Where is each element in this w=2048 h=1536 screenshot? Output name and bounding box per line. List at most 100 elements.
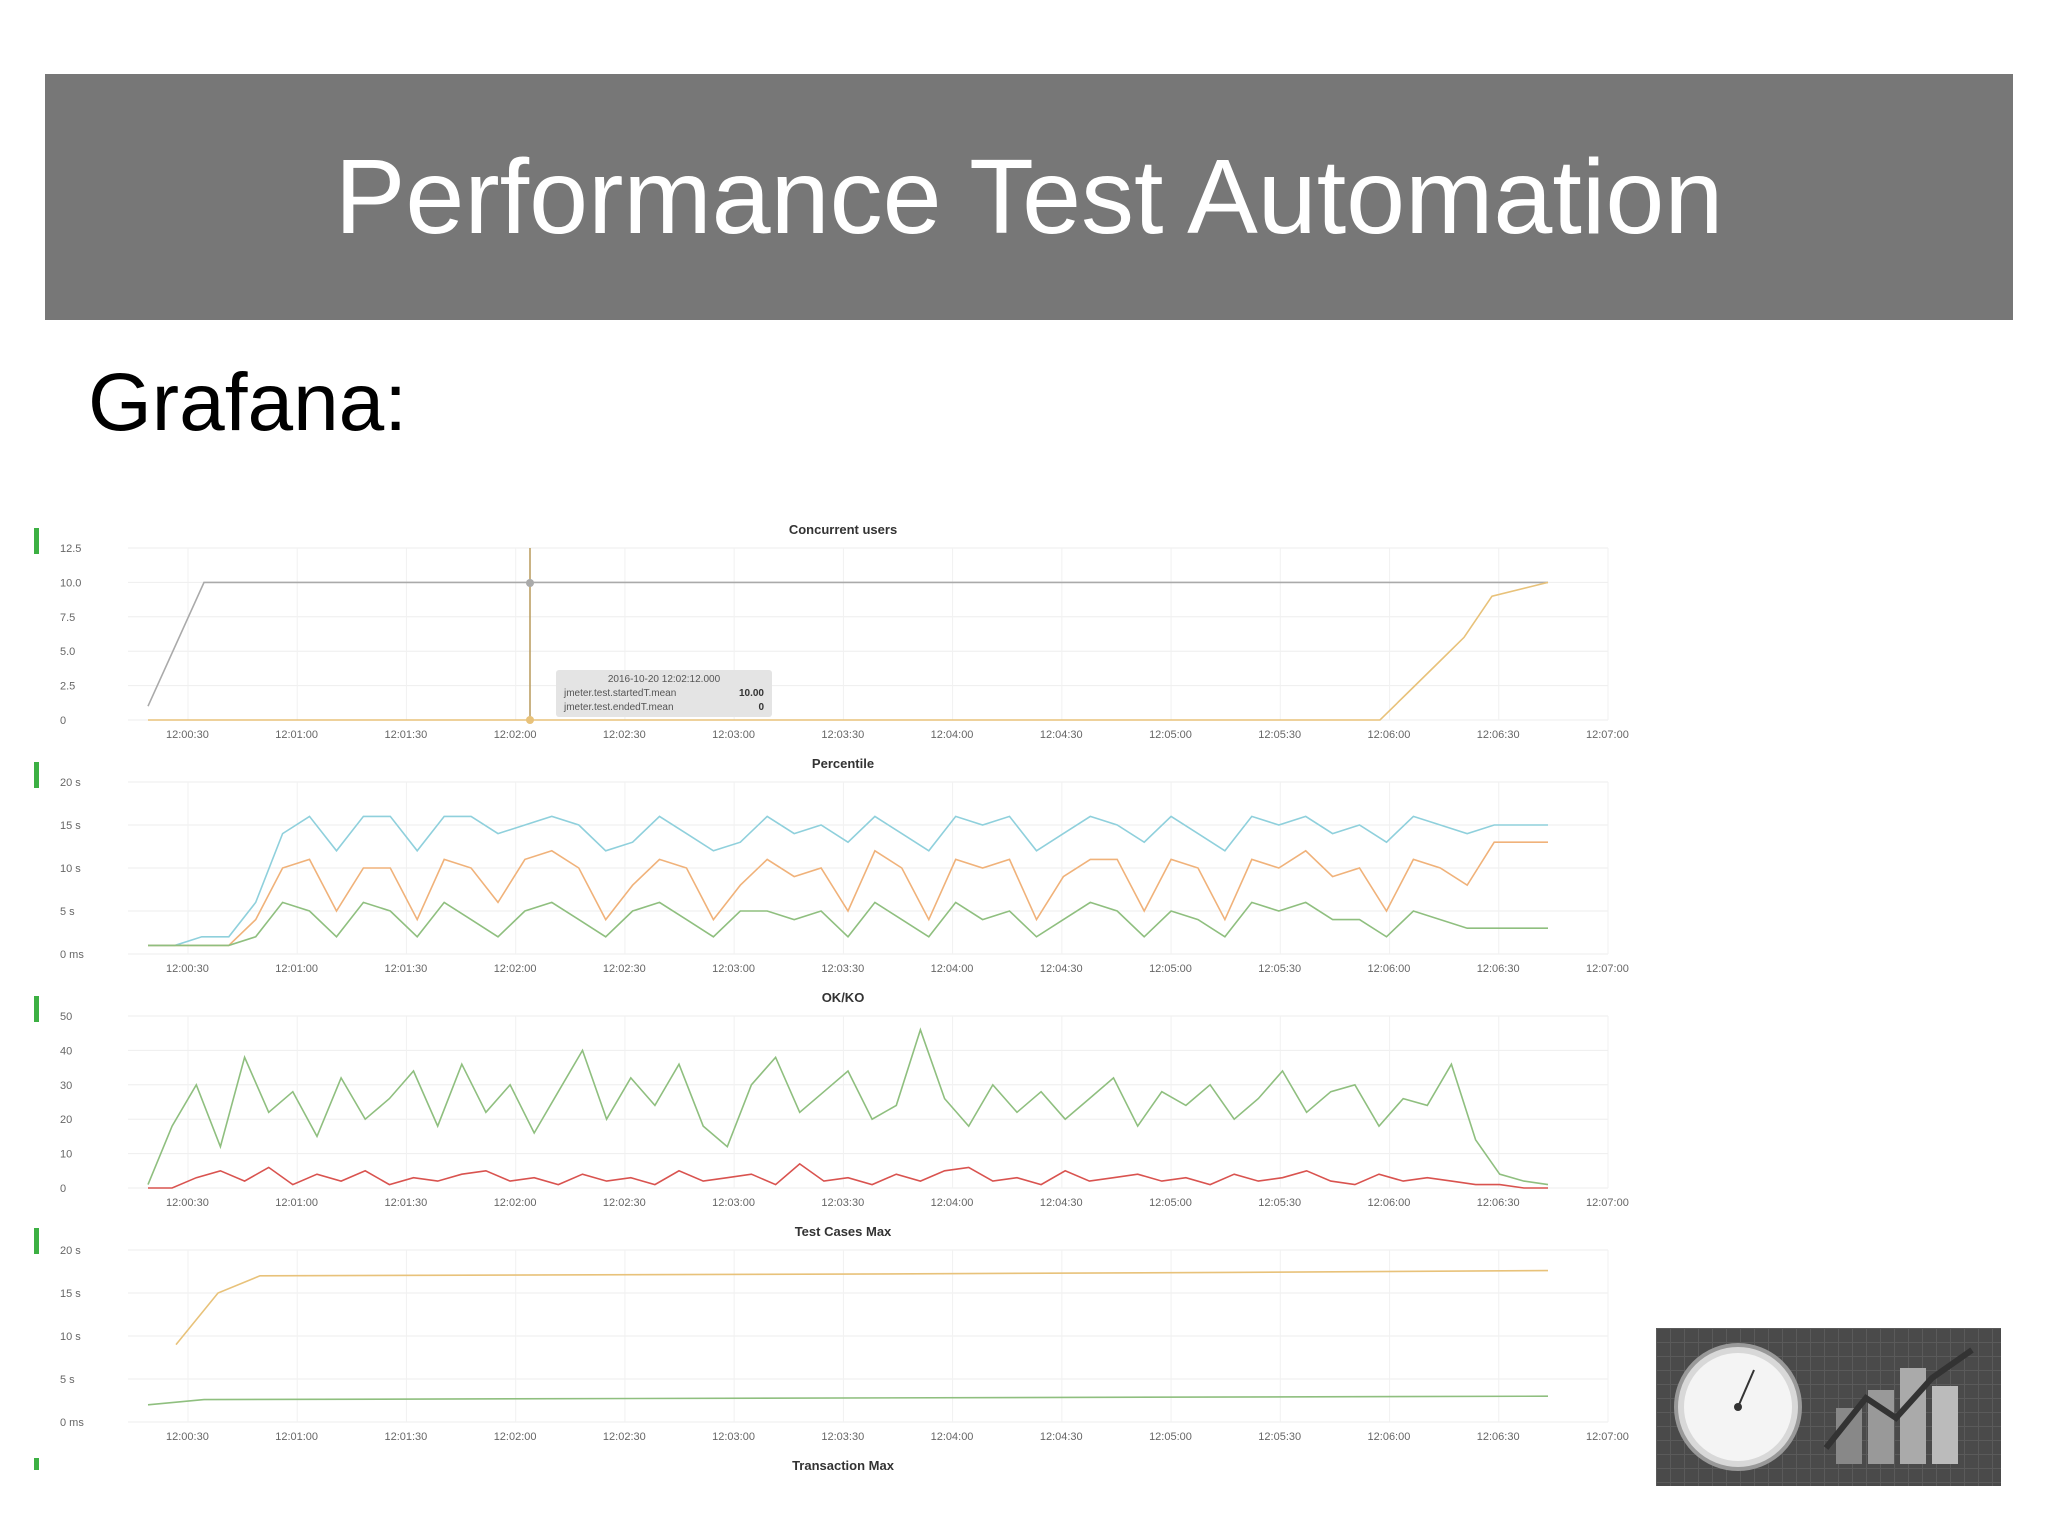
y-tick-label: 0 ms [60, 1417, 84, 1429]
y-tick-label: 10 s [60, 1331, 81, 1343]
x-tick-label: 12:05:30 [1258, 1431, 1301, 1443]
series-line [147, 581, 1548, 707]
tooltip-row: jmeter.test.startedT.mean 10.00 [564, 688, 764, 699]
tooltip-value: 10.00 [738, 688, 764, 699]
x-tick-label: 12:01:00 [275, 963, 318, 975]
x-tick-label: 12:06:00 [1368, 1431, 1411, 1443]
y-tick-label: 5 s [60, 1374, 75, 1386]
y-tick-label: 2.5 [60, 681, 75, 693]
y-tick-label: 50 [60, 1011, 72, 1023]
x-tick-label: 12:04:30 [1040, 729, 1083, 741]
x-tick-label: 12:01:30 [384, 963, 427, 975]
green-marker [34, 1458, 39, 1470]
x-tick-label: 12:06:00 [1368, 729, 1411, 741]
x-tick-label: 12:07:00 [1586, 1431, 1629, 1443]
x-tick-label: 12:03:30 [821, 1197, 864, 1209]
y-tick-label: 40 [60, 1045, 72, 1057]
x-tick-label: 12:05:30 [1258, 963, 1301, 975]
series-line [148, 581, 1549, 721]
panel-title: Test Cases Max [794, 1224, 892, 1239]
panel-transaction-max: Transaction Max [48, 1454, 1638, 1514]
performance-logo [1656, 1328, 2001, 1486]
y-tick-label: 0 ms [60, 949, 84, 961]
x-tick-label: 12:01:00 [275, 729, 318, 741]
y-tick-label: 10.0 [60, 577, 81, 589]
x-tick-label: 12:02:30 [603, 963, 646, 975]
y-tick-label: 20 s [60, 1245, 81, 1257]
series-line [147, 1395, 1549, 1406]
x-tick-label: 12:07:00 [1586, 1197, 1629, 1209]
x-tick-label: 12:02:00 [494, 963, 537, 975]
green-marker [34, 762, 39, 788]
y-tick-label: 15 s [60, 1288, 81, 1300]
panel-title: Concurrent users [788, 522, 898, 537]
x-tick-label: 12:00:30 [166, 1197, 209, 1209]
gauge-and-chart-icon [1674, 1343, 1974, 1471]
x-tick-label: 12:04:00 [931, 1197, 974, 1209]
x-tick-label: 12:03:00 [712, 1197, 755, 1209]
x-tick-label: 12:03:00 [712, 1431, 755, 1443]
y-tick-label: 30 [60, 1080, 72, 1092]
x-tick-label: 12:03:00 [712, 963, 755, 975]
y-tick-label: 0 [60, 715, 66, 727]
y-tick-label: 5 s [60, 906, 75, 918]
x-tick-label: 12:00:30 [166, 963, 209, 975]
x-tick-label: 12:01:00 [275, 1431, 318, 1443]
panel-title: Percentile [811, 756, 875, 771]
green-marker [34, 1228, 39, 1254]
percentile-chart: 20 s 15 s 10 s 5 s 0 ms 12:00:30 12:01:00 12:01… [60, 777, 1629, 975]
panel-title: OK/KO [821, 990, 865, 1005]
x-tick-label: 12:05:00 [1149, 1197, 1192, 1209]
series-line [148, 841, 1548, 947]
x-tick-label: 12:05:00 [1149, 1431, 1192, 1443]
series-line [148, 1162, 1548, 1189]
x-tick-label: 12:04:00 [931, 1431, 974, 1443]
x-tick-label: 12:01:30 [384, 729, 427, 741]
x-tick-label: 12:03:30 [821, 729, 864, 741]
tooltip-value: 0 [758, 702, 764, 713]
slide-subtitle: Grafana: [88, 357, 408, 448]
tooltip-label: jmeter.test.endedT.mean [564, 702, 674, 713]
chart-tooltip: 2016-10-20 12:02:12.000 jmeter.test.star… [556, 670, 772, 717]
x-tick-label: 12:02:00 [494, 1431, 537, 1443]
x-tick-label: 12:00:30 [166, 729, 209, 741]
x-tick-label: 12:02:30 [603, 1431, 646, 1443]
x-tick-label: 12:04:00 [931, 963, 974, 975]
y-tick-label: 5.0 [60, 646, 75, 658]
panel-concurrent-users: Concurrent users 12.5 10.0 7.5 5.0 2.5 0 12:00… [48, 518, 1638, 750]
crosshair-point [526, 579, 534, 587]
x-tick-label: 12:04:30 [1040, 1431, 1083, 1443]
x-tick-label: 12:03:00 [712, 729, 755, 741]
x-tick-label: 12:06:00 [1368, 1197, 1411, 1209]
x-tick-label: 12:00:30 [166, 1431, 209, 1443]
x-tick-label: 12:06:30 [1477, 1431, 1520, 1443]
x-tick-label: 12:02:00 [494, 1197, 537, 1209]
y-tick-label: 7.5 [60, 612, 75, 624]
panel-percentile: Percentile 20 s 15 s 10 s 5 s 0 ms 12:00:30 12… [48, 752, 1638, 984]
x-tick-label: 12:04:30 [1040, 1197, 1083, 1209]
tooltip-row: jmeter.test.endedT.mean 0 [564, 702, 764, 713]
tooltip-time: 2016-10-20 12:02:12.000 [607, 674, 721, 685]
x-tick-label: 12:06:30 [1477, 963, 1520, 975]
x-tick-label: 12:02:30 [603, 729, 646, 741]
x-tick-label: 12:06:30 [1477, 729, 1520, 741]
y-tick-label: 10 s [60, 863, 81, 875]
x-tick-label: 12:07:00 [1586, 729, 1629, 741]
x-tick-label: 12:01:30 [384, 1431, 427, 1443]
green-marker [34, 528, 39, 554]
tooltip-label: jmeter.test.startedT.mean [564, 688, 677, 699]
x-tick-label: 12:02:30 [603, 1197, 646, 1209]
x-tick-label: 12:01:00 [275, 1197, 318, 1209]
x-tick-label: 12:01:30 [384, 1197, 427, 1209]
series-line [147, 1027, 1549, 1186]
x-tick-label: 12:05:00 [1149, 729, 1192, 741]
x-tick-label: 12:06:30 [1477, 1197, 1520, 1209]
crosshair-point [526, 716, 534, 724]
concurrent-users-chart: 12.5 10.0 7.5 5.0 2.5 0 12:00:30 12:01:00 12:01:… [60, 543, 1629, 741]
y-tick-label: 20 s [60, 777, 81, 789]
x-tick-label: 12:03:30 [821, 963, 864, 975]
x-tick-label: 12:04:00 [931, 729, 974, 741]
y-tick-label: 12.5 [60, 543, 81, 555]
x-tick-label: 12:05:00 [1149, 963, 1192, 975]
x-tick-label: 12:04:30 [1040, 963, 1083, 975]
